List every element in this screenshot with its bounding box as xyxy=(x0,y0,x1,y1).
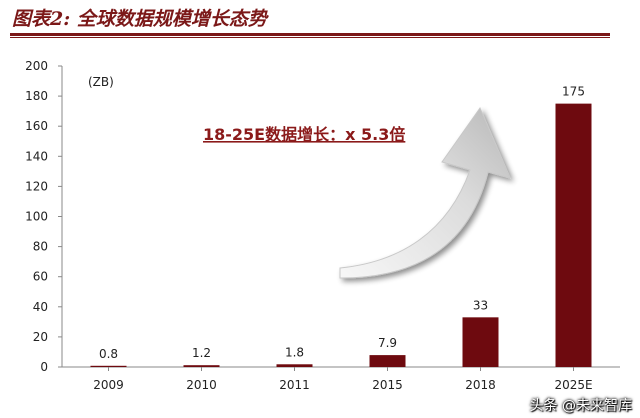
y-tick-label: 40 xyxy=(33,300,48,314)
y-axis-unit: (ZB) xyxy=(88,75,114,89)
bar xyxy=(276,364,313,367)
x-tick-label: 2025E xyxy=(554,378,592,392)
x-tick-label: 2009 xyxy=(93,378,124,392)
bar-value-label: 1.8 xyxy=(285,345,304,359)
x-tick-label: 2015 xyxy=(372,378,403,392)
bar-value-label: 7.9 xyxy=(378,336,397,350)
x-tick-label: 2018 xyxy=(465,378,496,392)
bar-value-label: 175 xyxy=(562,85,585,99)
bar-value-label: 0.8 xyxy=(99,347,118,361)
x-tick-label: 2010 xyxy=(186,378,217,392)
y-tick-label: 80 xyxy=(33,240,48,254)
bar xyxy=(90,365,127,367)
bar-value-label: 1.2 xyxy=(192,346,211,360)
y-tick-label: 200 xyxy=(25,59,48,73)
y-tick-label: 160 xyxy=(25,119,48,133)
watermark: 头条 @未来智库 xyxy=(529,398,632,414)
chart-title: 图表2: 全球数据规模增长态势 xyxy=(12,8,267,30)
bar xyxy=(462,317,499,367)
y-tick-label: 20 xyxy=(33,330,48,344)
bar-value-label: 33 xyxy=(473,298,488,312)
y-tick-label: 100 xyxy=(25,210,48,224)
bar xyxy=(183,365,220,367)
y-tick-label: 180 xyxy=(25,89,48,103)
growth-arrow xyxy=(339,106,511,279)
y-tick-label: 140 xyxy=(25,149,48,163)
title-rule-thin xyxy=(10,37,610,38)
y-tick-label: 60 xyxy=(33,270,48,284)
bar xyxy=(369,355,406,367)
bar xyxy=(555,103,592,367)
y-tick-label: 120 xyxy=(25,179,48,193)
y-tick-label: 0 xyxy=(40,360,48,374)
x-tick-label: 2011 xyxy=(279,378,310,392)
growth-annotation: 18-25E数据增长：x 5.3倍 xyxy=(203,125,405,144)
title-rule xyxy=(10,33,610,36)
